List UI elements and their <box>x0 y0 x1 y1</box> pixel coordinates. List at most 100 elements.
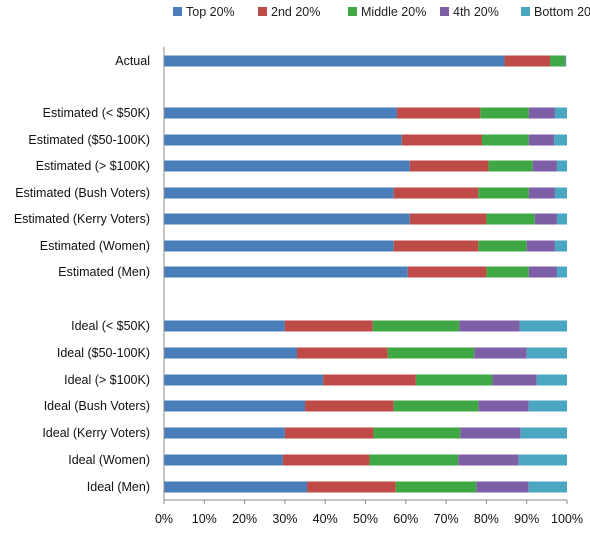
legend: Top 20% 2nd 20% Middle 20% 4th 20% Bottom 20… <box>173 5 590 19</box>
bar-segment-middle-20 <box>480 107 529 119</box>
bar-row-ideal-kerry-voters <box>164 427 567 439</box>
bar-segment-bottom-20 <box>528 481 567 493</box>
category-label: Ideal (Women) <box>68 453 150 467</box>
category-label: Actual <box>115 54 150 68</box>
bar-segment-middle-20 <box>393 400 479 412</box>
legend-label: Bottom 20% <box>534 5 590 19</box>
bar-segment-4th-20 <box>460 427 521 439</box>
bar-segment-top-20 <box>164 55 505 67</box>
legend-item-bottom-20: Bottom 20% <box>521 5 590 19</box>
bar-segment-2nd-20 <box>393 240 479 252</box>
bar-row-ideal-men <box>164 481 567 493</box>
bar-segment-bottom-20 <box>528 400 567 412</box>
bar-segment-top-20 <box>164 374 324 386</box>
bar-segment-bottom-20 <box>556 213 567 225</box>
bar-segment-4th-20 <box>528 134 555 146</box>
x-tick-label: 10% <box>192 512 217 526</box>
bar-row-actual <box>164 55 567 67</box>
bar-segment-4th-20 <box>474 347 527 359</box>
legend-label: 4th 20% <box>453 5 499 19</box>
category-label: Ideal (> $100K) <box>64 373 150 387</box>
bar-segment-middle-20 <box>478 187 529 199</box>
category-label: Estimated (< $50K) <box>43 106 150 120</box>
bar-segment-bottom-20 <box>518 454 567 466</box>
x-tick-label: 100% <box>551 512 583 526</box>
bar-segment-4th-20 <box>564 55 566 67</box>
bar-segment-2nd-20 <box>284 427 374 439</box>
bar-segment-bottom-20 <box>554 107 567 119</box>
bar-segment-2nd-20 <box>282 454 370 466</box>
bar-row-estimated-100k <box>164 160 567 172</box>
bar-segment-middle-20 <box>478 240 527 252</box>
bar-segment-top-20 <box>164 427 285 439</box>
bar-row-estimated-50-100k <box>164 134 567 146</box>
bar-segment-top-20 <box>164 481 308 493</box>
bar-segment-4th-20 <box>534 213 557 225</box>
legend-swatch <box>348 7 357 16</box>
bar-segment-top-20 <box>164 107 397 119</box>
bar-segment-middle-20 <box>372 320 460 332</box>
bar-row-estimated-bush-voters <box>164 187 567 199</box>
bar-segment-2nd-20 <box>305 400 394 412</box>
legend-swatch <box>521 7 530 16</box>
bar-row-estimated-50k <box>164 107 567 119</box>
bar-segment-middle-20 <box>481 134 529 146</box>
bar-segment-middle-20 <box>395 481 477 493</box>
legend-swatch <box>173 7 182 16</box>
legend-swatch <box>258 7 267 16</box>
bar-row-ideal-women <box>164 454 567 466</box>
bar-segment-4th-20 <box>476 481 529 493</box>
bar-segment-bottom-20 <box>520 427 567 439</box>
legend-item-2nd-20: 2nd 20% <box>258 5 320 19</box>
bar-segment-bottom-20 <box>556 266 567 278</box>
x-tick-label: 90% <box>514 512 539 526</box>
bar-segment-top-20 <box>164 240 394 252</box>
bar-segment-top-20 <box>164 134 402 146</box>
category-label: Estimated (Men) <box>58 265 150 279</box>
bar-segment-2nd-20 <box>393 187 479 199</box>
bar-segment-middle-20 <box>486 266 529 278</box>
category-label: Ideal (< $50K) <box>71 319 150 333</box>
bar-segment-middle-20 <box>369 454 459 466</box>
x-tick-label: 70% <box>434 512 459 526</box>
bar-segment-bottom-20 <box>554 134 567 146</box>
bar-segment-bottom-20 <box>526 347 567 359</box>
bar-segment-4th-20 <box>528 187 555 199</box>
bar-row-estimated-kerry-voters <box>164 213 567 225</box>
x-tick-label: 0% <box>155 512 173 526</box>
bar-segment-4th-20 <box>528 107 555 119</box>
bar-segment-top-20 <box>164 160 410 172</box>
bar-segment-4th-20 <box>478 400 529 412</box>
bar-row-estimated-women <box>164 240 567 252</box>
legend-item-4th-20: 4th 20% <box>440 5 499 19</box>
x-axis: 0% 10% 20% 30% 40% 50% 60% 70% 80% 90% 100% <box>155 47 583 526</box>
x-tick-label: 60% <box>393 512 418 526</box>
bar-segment-middle-20 <box>488 160 533 172</box>
category-label: Estimated (Kerry Voters) <box>14 212 150 226</box>
bar-row-ideal-100k <box>164 374 567 386</box>
bar-segment-2nd-20 <box>407 266 487 278</box>
bar-segment-2nd-20 <box>396 107 481 119</box>
bar-segment-2nd-20 <box>323 374 416 386</box>
bar-segment-2nd-20 <box>409 213 487 225</box>
category-label: Estimated (Women) <box>40 239 150 253</box>
category-label: Ideal (Bush Voters) <box>44 399 150 413</box>
bar-segment-2nd-20 <box>409 160 489 172</box>
bar-segment-top-20 <box>164 266 408 278</box>
bar-segment-2nd-20 <box>296 347 388 359</box>
bar-segment-4th-20 <box>532 160 557 172</box>
bar-segment-middle-20 <box>373 427 461 439</box>
bar-segment-top-20 <box>164 187 394 199</box>
bar-segment-2nd-20 <box>504 55 551 67</box>
bar-segment-middle-20 <box>415 374 493 386</box>
bar-segment-middle-20 <box>486 213 535 225</box>
bar-segment-4th-20 <box>492 374 537 386</box>
bar-segment-2nd-20 <box>401 134 482 146</box>
category-label: Estimated ($50-100K) <box>28 133 150 147</box>
bar-segment-middle-20 <box>387 347 475 359</box>
category-label: Ideal (Men) <box>87 480 150 494</box>
category-label: Estimated (Bush Voters) <box>15 186 150 200</box>
x-tick-label: 80% <box>474 512 499 526</box>
legend-item-middle-20: Middle 20% <box>348 5 426 19</box>
bar-segment-bottom-20 <box>556 160 567 172</box>
